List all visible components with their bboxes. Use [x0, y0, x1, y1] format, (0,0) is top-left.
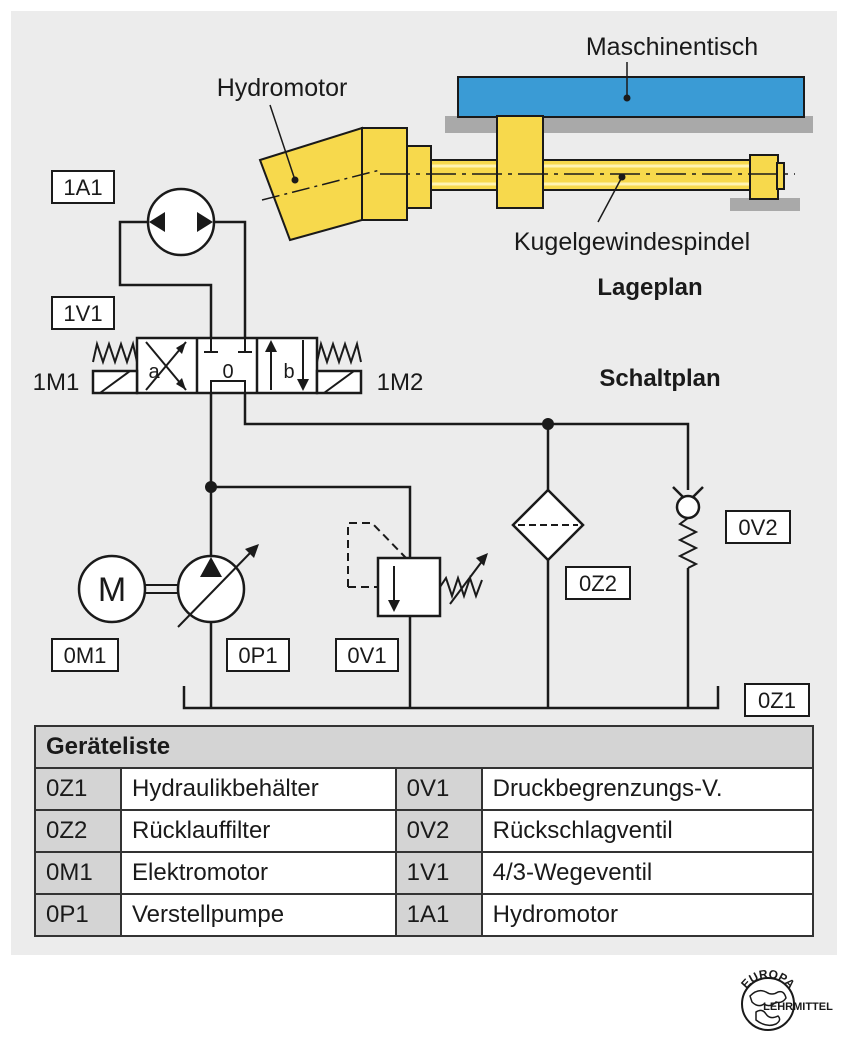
label-schaltplan: Schaltplan [599, 365, 720, 392]
svg-text:0Z1: 0Z1 [758, 688, 796, 713]
part-name: Rücklauffilter [120, 809, 397, 853]
tag-1a1: 1A1 [51, 170, 115, 204]
check-valve-0v2 [675, 494, 701, 520]
tank-0z1 [182, 686, 720, 710]
spindle-nut [496, 115, 544, 209]
electric-motor-0m1 [77, 554, 147, 624]
svg-text:1V1: 1V1 [63, 301, 102, 326]
valve-position-0: 0 [222, 361, 233, 383]
tag-0p1: 0P1 [226, 638, 290, 672]
tag-1v1: 1V1 [51, 296, 115, 330]
table-row: 0P1 Verstellpumpe 1A1 Hydromotor [34, 893, 815, 937]
svg-text:0Z2: 0Z2 [579, 571, 617, 596]
table-row: 0Z2 Rücklauffilter 0V2 Rückschlagventil [34, 809, 815, 853]
part-name: Hydromotor [480, 893, 815, 937]
svg-text:0P1: 0P1 [238, 643, 277, 668]
part-name: Hydraulikbehälter [120, 767, 397, 811]
part-code: 0V2 [394, 809, 483, 853]
spindle-support-base [730, 198, 800, 211]
valve-position-b: b [283, 361, 294, 383]
lageplan-drawing: Maschinentisch Hydromotor Kugelgewindesp… [217, 33, 813, 392]
logo-text-bottom: LEHRMITTEL [763, 1001, 833, 1013]
parts-list-header: Geräteliste [34, 725, 814, 769]
parts-list-table: Geräteliste 0Z1 Hydraulikbehälter 0V1 Dr… [34, 725, 815, 937]
part-name: 4/3-Wegeventil [480, 851, 815, 895]
table-row: 0Z1 Hydraulikbehälter 0V1 Druckbegrenzun… [34, 767, 815, 811]
label-hydromotor: Hydromotor [217, 74, 348, 102]
label-1m1: 1M1 [33, 369, 80, 396]
spring-right [316, 340, 362, 366]
relief-valve-0v1 [376, 556, 442, 618]
label-kugelgewindespindel: Kugelgewindespindel [514, 228, 750, 256]
tag-0v1: 0V1 [335, 638, 399, 672]
part-code: 0M1 [34, 851, 122, 895]
europa-lehrmittel-logo: EUROPA LEHRMITTEL [738, 967, 833, 1031]
label-lageplan: Lageplan [597, 274, 702, 301]
motor-letter-m: M [98, 571, 126, 609]
tag-0m1: 0M1 [51, 638, 119, 672]
part-code: 1V1 [394, 851, 483, 895]
motor-coupling [404, 145, 432, 209]
junction-dot [205, 481, 217, 493]
part-code: 0V1 [394, 767, 483, 811]
spindle-end-bearing [749, 154, 779, 200]
part-code: 1A1 [394, 893, 483, 937]
svg-text:0M1: 0M1 [64, 643, 107, 668]
part-code: 0P1 [34, 893, 122, 937]
part-name: Verstellpumpe [120, 893, 397, 937]
table-row: 0M1 Elektromotor 1V1 4/3-Wegeventil [34, 851, 815, 895]
tag-0v2: 0V2 [725, 510, 791, 544]
hydromotor-body [258, 126, 363, 242]
part-name: Elektromotor [120, 851, 397, 895]
junction-dot [542, 418, 554, 430]
part-code: 0Z2 [34, 809, 122, 853]
tag-0z1: 0Z1 [744, 683, 810, 717]
svg-text:0V2: 0V2 [738, 515, 777, 540]
part-name: Druckbegrenzungs-V. [480, 767, 815, 811]
machine-table [457, 76, 805, 118]
part-name: Rückschlagventil [480, 809, 815, 853]
label-1m2: 1M2 [377, 369, 424, 396]
spring-left [92, 340, 138, 366]
valve-position-a: a [148, 361, 160, 383]
parts-list-title: Geräteliste [34, 725, 814, 769]
part-code: 0Z1 [34, 767, 122, 811]
schaltplan-circuit [77, 187, 720, 710]
svg-text:0V1: 0V1 [347, 643, 386, 668]
label-maschinentisch: Maschinentisch [586, 33, 758, 61]
tag-0z2: 0Z2 [565, 566, 631, 600]
svg-text:1A1: 1A1 [63, 175, 102, 200]
